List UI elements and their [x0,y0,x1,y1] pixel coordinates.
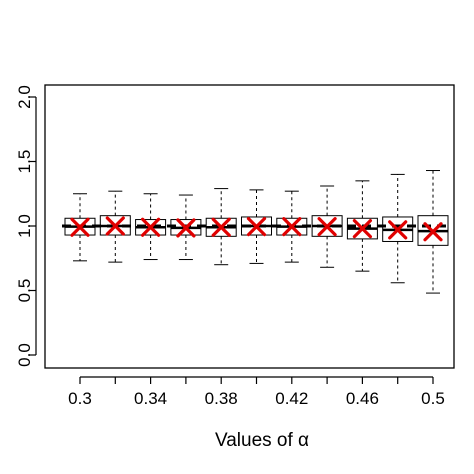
mean-marker [352,218,372,239]
mean-marker-stroke [211,217,231,237]
y-tick-label: 1.5 [15,150,34,174]
mean-marker [423,222,443,242]
x-tick-label: 0.5 [421,389,445,408]
mean-marker-stroke [70,217,90,237]
mean-marker [211,217,231,237]
mean-marker [105,216,125,236]
x-tick-label: 0.38 [205,389,238,408]
y-tick-label: 1.0 [15,214,34,238]
y-tick-label: 0.0 [15,343,34,367]
mean-marker [282,217,302,237]
mean-marker [246,217,267,237]
mean-marker [176,218,196,238]
mean-marker-stroke [246,217,267,237]
x-axis: 0.3 0.34 0.38 0.42 0.46 0.5 [68,376,445,408]
y-tick-label: 2.0 [15,85,34,109]
mean-marker-stroke [317,217,337,237]
x-axis-title: Values of α [215,430,309,451]
mean-marker [388,220,408,240]
mean-marker-stroke [352,218,372,239]
mean-marker-stroke [282,217,302,237]
x-tick-label: 0.42 [275,389,308,408]
x-tick-label: 0.34 [134,389,167,408]
mean-marker-stroke [176,218,196,238]
mean-marker-stroke [141,217,161,237]
plot-frame [44,84,455,369]
mean-marker-stroke [105,216,125,236]
y-axis: 0.0 0.5 1.0 1.5 2.0 [15,85,37,367]
mean-markers [70,216,443,242]
mean-marker [317,217,337,237]
mean-marker [141,217,161,237]
mean-marker-stroke [388,220,408,240]
mean-marker [70,217,90,237]
y-tick-label: 0.5 [15,279,34,303]
x-tick-label: 0.46 [346,389,379,408]
x-tick-label: 0.3 [68,389,92,408]
mean-marker-stroke [423,222,443,242]
